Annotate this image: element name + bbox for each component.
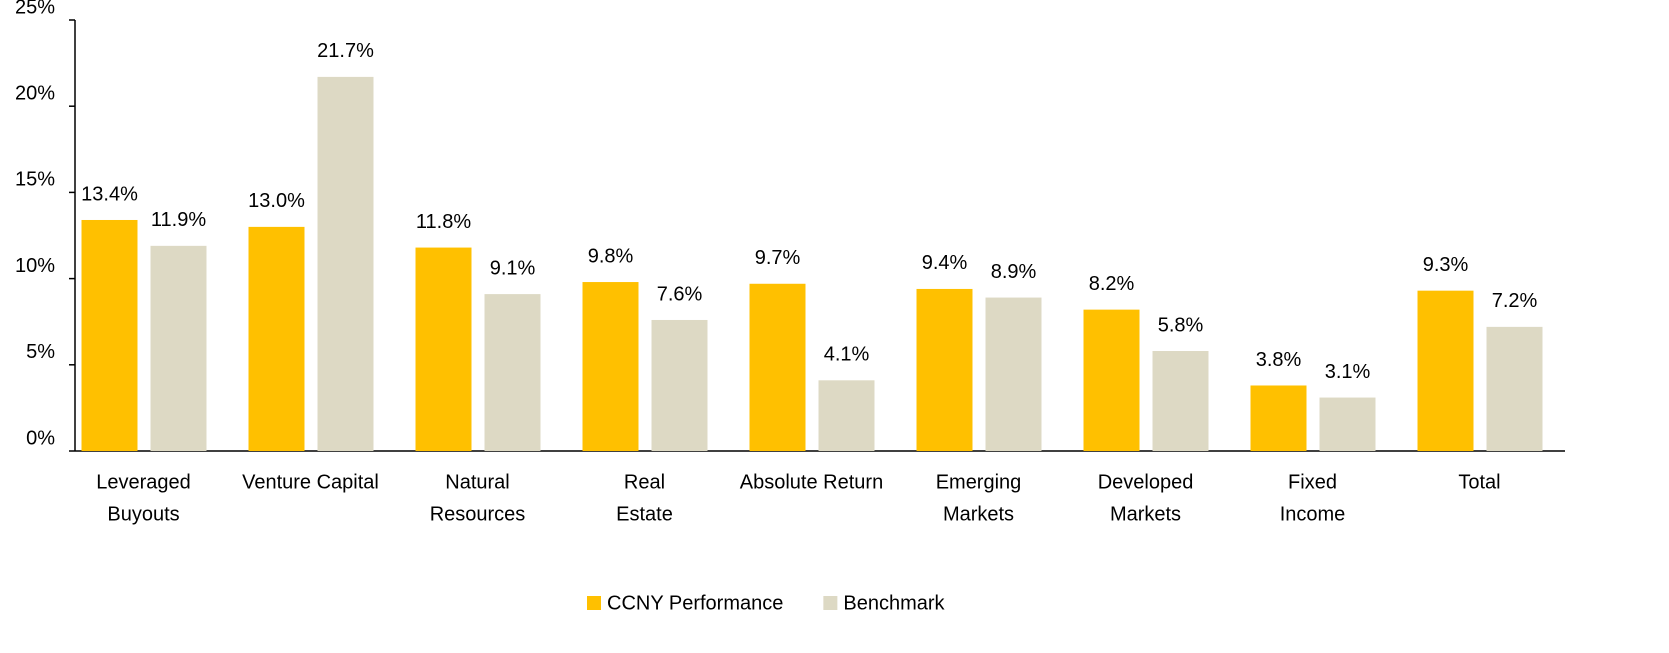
bar bbox=[818, 380, 875, 451]
x-tick-label: Leveraged bbox=[96, 471, 191, 493]
x-tick-label: Estate bbox=[616, 503, 673, 525]
value-label: 21.7% bbox=[317, 40, 374, 62]
x-tick-label: Total bbox=[1458, 471, 1500, 493]
value-label: 3.8% bbox=[1256, 349, 1302, 371]
bar bbox=[1417, 290, 1474, 451]
value-label: 9.8% bbox=[588, 245, 634, 267]
legend-label: Benchmark bbox=[843, 592, 945, 614]
x-tick-label: Buyouts bbox=[107, 503, 179, 525]
x-tick-label: Fixed bbox=[1288, 471, 1337, 493]
value-label: 5.8% bbox=[1158, 314, 1204, 336]
bar bbox=[651, 319, 708, 451]
value-label: 4.1% bbox=[824, 344, 870, 366]
x-tick-label: Markets bbox=[1110, 503, 1181, 525]
x-tick-label: Emerging bbox=[936, 471, 1022, 493]
bar bbox=[582, 282, 639, 451]
legend-swatch bbox=[587, 596, 601, 610]
value-label: 11.8% bbox=[416, 211, 471, 233]
x-tick-label: Real bbox=[624, 471, 665, 493]
value-label: 9.7% bbox=[755, 247, 801, 269]
value-label: 7.2% bbox=[1492, 290, 1538, 312]
bar bbox=[81, 219, 138, 451]
value-label: 9.1% bbox=[490, 257, 536, 279]
bar bbox=[1319, 397, 1376, 451]
y-tick-label: 5% bbox=[26, 341, 55, 363]
value-label: 13.0% bbox=[248, 190, 305, 212]
x-tick-label: Resources bbox=[430, 503, 526, 525]
y-tick-label: 20% bbox=[15, 82, 55, 104]
value-label: 11.9% bbox=[151, 209, 206, 231]
y-tick-label: 25% bbox=[15, 0, 55, 18]
x-tick-label: Income bbox=[1280, 503, 1346, 525]
bar bbox=[150, 245, 207, 451]
value-label: 8.2% bbox=[1089, 273, 1135, 295]
value-label: 8.9% bbox=[991, 261, 1037, 283]
bar bbox=[1486, 326, 1543, 451]
y-tick-label: 10% bbox=[15, 255, 55, 277]
bar bbox=[916, 288, 973, 451]
value-label: 3.1% bbox=[1325, 361, 1371, 383]
bar bbox=[985, 297, 1042, 451]
bar bbox=[1083, 309, 1140, 451]
x-tick-label: Venture Capital bbox=[242, 471, 379, 493]
bar bbox=[317, 76, 374, 451]
bar bbox=[415, 247, 472, 451]
value-label: 13.4% bbox=[81, 183, 138, 205]
bar bbox=[484, 294, 541, 451]
x-tick-label: Absolute Return bbox=[740, 471, 883, 493]
value-label: 7.6% bbox=[657, 283, 703, 305]
legend-label: CCNY Performance bbox=[607, 592, 783, 614]
x-tick-label: Developed bbox=[1098, 471, 1194, 493]
bar bbox=[1152, 351, 1209, 451]
value-label: 9.3% bbox=[1423, 254, 1469, 276]
bar bbox=[749, 283, 806, 451]
x-tick-label: Natural bbox=[445, 471, 509, 493]
y-tick-label: 0% bbox=[26, 427, 55, 449]
value-label: 9.4% bbox=[922, 252, 968, 274]
bar bbox=[248, 226, 305, 451]
y-tick-label: 15% bbox=[15, 169, 55, 191]
x-tick-label: Markets bbox=[943, 503, 1014, 525]
legend-swatch bbox=[823, 596, 838, 610]
bar bbox=[1250, 385, 1307, 451]
